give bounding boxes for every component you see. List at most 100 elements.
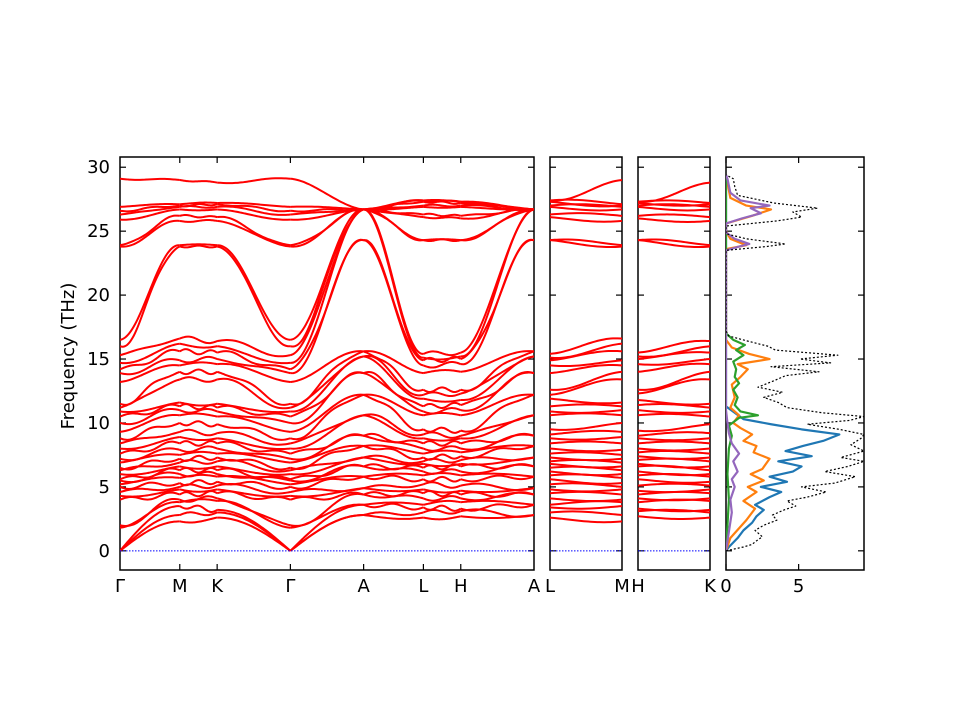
- band-line: [638, 497, 710, 502]
- k-point-label: A: [357, 576, 370, 597]
- band-line: [120, 505, 180, 552]
- band-line: [120, 348, 181, 371]
- band-line: [460, 432, 534, 445]
- band-line: [363, 487, 424, 493]
- band-line: [120, 488, 180, 498]
- band-line: [217, 508, 292, 552]
- y-tick-label: 25: [87, 221, 110, 242]
- y-tick-label: 10: [87, 413, 110, 434]
- band-line: [120, 219, 180, 248]
- total-dos-curve: [726, 174, 864, 552]
- band-line: [363, 393, 424, 417]
- band-line: [179, 243, 218, 247]
- band-line: [179, 465, 218, 470]
- band-lines: [120, 177, 534, 552]
- band-line: [550, 216, 622, 223]
- band-line: [422, 504, 462, 512]
- band-line: [550, 359, 622, 368]
- band-line: [363, 199, 424, 211]
- band-line: [120, 245, 181, 348]
- band-line: [120, 401, 180, 414]
- k-point-label: H: [454, 576, 468, 597]
- band-line: [550, 239, 622, 249]
- band-line: [179, 201, 218, 206]
- band-line: [216, 410, 291, 424]
- band-line: [460, 350, 534, 392]
- band-line: [179, 179, 218, 184]
- band-line: [638, 213, 710, 219]
- band-line: [120, 440, 181, 455]
- band-line: [290, 487, 364, 493]
- band-line: [289, 238, 364, 371]
- band-line: [550, 205, 622, 212]
- band-line: [216, 430, 291, 446]
- band-line: [120, 422, 181, 441]
- band-line: [550, 440, 622, 445]
- band-line: [120, 436, 180, 450]
- y-tick-label: 20: [87, 285, 110, 306]
- band-line: [638, 217, 710, 223]
- band-line: [550, 409, 622, 414]
- band-line: [460, 499, 534, 506]
- band-line: [422, 401, 462, 410]
- band-line: [423, 355, 461, 361]
- band-line: [290, 456, 364, 472]
- band-line: [179, 511, 218, 517]
- band-line: [179, 203, 218, 208]
- band-line: [550, 505, 622, 510]
- band-line: [217, 516, 291, 552]
- band-line: [216, 423, 291, 441]
- band-line: [120, 447, 180, 462]
- band-line: [363, 444, 424, 455]
- band-line: [289, 503, 364, 552]
- band-line: [550, 403, 622, 408]
- band-line: [550, 451, 622, 456]
- band-line: [179, 355, 218, 364]
- band-line: [550, 337, 622, 355]
- band-line: [290, 444, 364, 464]
- band-line: [638, 345, 710, 358]
- band-line: [638, 515, 710, 520]
- y-tick-label: 15: [87, 349, 110, 370]
- band-line: [120, 465, 180, 476]
- k-point-label: L: [545, 576, 555, 597]
- band-line: [179, 348, 218, 356]
- band-line: [216, 456, 291, 471]
- band-line: [460, 208, 534, 242]
- band-line: [179, 450, 218, 456]
- y-tick-label: 5: [99, 477, 110, 498]
- band-line: [179, 470, 218, 478]
- band-line: [638, 488, 710, 494]
- band-line: [217, 208, 291, 221]
- k-point-label: M: [172, 576, 188, 597]
- pdos-curve-3: [726, 174, 760, 551]
- y-tick-label: 30: [87, 157, 110, 178]
- band-line: [638, 507, 710, 513]
- band-line: [550, 378, 622, 396]
- band-line: [638, 423, 710, 433]
- band-line: [120, 203, 180, 208]
- band-line: [289, 514, 364, 552]
- band-line: [422, 453, 462, 461]
- band-line: [120, 364, 180, 384]
- band-line: [363, 502, 424, 511]
- band-line: [638, 440, 710, 445]
- band-line: [363, 456, 424, 466]
- band-line: [638, 412, 710, 418]
- band-line: [179, 208, 218, 212]
- band-line: [423, 369, 461, 375]
- k-point-label: K: [704, 576, 717, 597]
- band-line: [638, 431, 710, 437]
- band-line: [179, 428, 218, 437]
- band-line: [179, 335, 218, 345]
- band-line: [550, 238, 622, 247]
- band-line: [363, 511, 424, 517]
- band-line: [363, 414, 424, 440]
- band-line: [550, 200, 622, 208]
- band-line: [550, 470, 622, 477]
- band-line: [422, 440, 462, 447]
- band-line: [179, 412, 218, 418]
- band-line: [638, 202, 710, 207]
- band-line: [120, 461, 181, 472]
